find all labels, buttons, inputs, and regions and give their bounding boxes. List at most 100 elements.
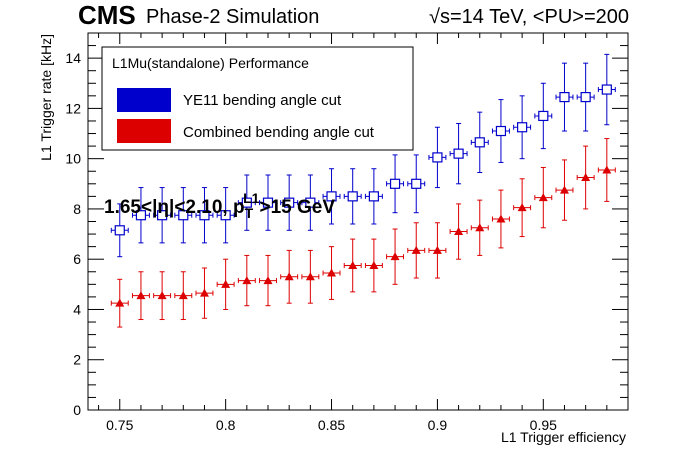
legend-swatch-ye11	[117, 88, 171, 112]
data-point	[322, 246, 341, 300]
x-tick-label: 0.75	[106, 417, 133, 433]
x-tick-label: 0.9	[428, 417, 448, 433]
point-marker-square	[538, 110, 549, 122]
point-marker-square	[114, 225, 125, 236]
data-point	[280, 174, 299, 231]
point-marker-triangle	[475, 223, 485, 232]
data-point	[153, 187, 172, 244]
point-marker-triangle	[242, 276, 252, 285]
point-marker-triangle	[559, 185, 569, 194]
y-axis-title: L1 Trigger rate [kHz]	[38, 34, 54, 161]
point-marker-square	[241, 197, 252, 208]
data-point	[343, 238, 362, 293]
y-tick-label: 0	[73, 402, 81, 418]
point-marker-triangle	[602, 165, 612, 174]
point-marker-triangle	[538, 193, 548, 202]
series-layer	[110, 53, 616, 328]
legend-entry-ye11: YE11 bending angle cut	[183, 92, 342, 109]
data-point	[280, 249, 299, 304]
legend-entry-combined: Combined bending angle cut	[183, 124, 375, 141]
point-marker-square	[389, 178, 401, 189]
point-marker-triangle	[411, 245, 421, 254]
y-tick-label: 6	[73, 251, 81, 267]
data-point	[301, 249, 320, 304]
data-point	[131, 187, 150, 244]
data-point	[364, 168, 383, 225]
data-point	[449, 203, 468, 260]
point-marker-triangle	[136, 291, 146, 300]
point-marker-square	[432, 152, 443, 163]
chart-subtitle: Phase-2 Simulation	[146, 6, 319, 28]
point-marker-square	[199, 210, 210, 221]
point-marker-square	[601, 84, 612, 95]
point-marker-triangle	[199, 288, 209, 297]
y-tick-label: 8	[73, 201, 81, 217]
data-point	[237, 254, 256, 307]
point-marker-square	[305, 197, 316, 208]
data-point	[597, 53, 616, 126]
x-axis-title: L1 Trigger efficiency	[501, 429, 626, 445]
data-point	[513, 95, 532, 160]
y-tick-label: 10	[65, 151, 81, 167]
point-marker-triangle	[390, 252, 400, 261]
y-tick-label: 14	[65, 50, 81, 66]
series-ye11	[110, 53, 616, 258]
point-marker-square	[262, 197, 274, 208]
data-point	[131, 271, 150, 321]
cms-brand: CMS	[78, 0, 136, 30]
point-marker-triangle	[263, 276, 273, 285]
point-marker-square	[453, 148, 464, 159]
data-point	[555, 62, 574, 132]
annotation-sub: T	[245, 205, 254, 221]
data-point	[491, 99, 510, 163]
data-point	[428, 222, 447, 279]
point-marker-square	[157, 210, 168, 221]
data-point	[513, 178, 532, 238]
energy-label: √s=14 TeV, <PU>=200	[429, 6, 629, 28]
data-point	[470, 111, 489, 173]
data-point	[237, 174, 256, 231]
data-point	[576, 62, 595, 132]
point-marker-triangle	[284, 272, 294, 281]
data-point	[322, 168, 341, 225]
point-marker-square	[178, 210, 189, 221]
point-marker-triangle	[305, 272, 315, 281]
data-point	[449, 122, 468, 185]
x-tick-label: 0.85	[318, 417, 345, 433]
point-marker-square	[474, 137, 485, 148]
point-marker-triangle	[517, 203, 527, 212]
point-marker-square	[580, 91, 591, 103]
point-marker-square	[495, 125, 507, 137]
point-marker-square	[559, 91, 570, 103]
data-point	[364, 238, 383, 293]
point-marker-square	[220, 210, 231, 221]
point-marker-square	[326, 191, 337, 202]
data-point	[259, 254, 277, 307]
point-marker-triangle	[432, 245, 442, 254]
data-point	[343, 168, 362, 225]
data-point	[153, 271, 172, 321]
point-marker-triangle	[327, 268, 337, 277]
data-point	[174, 187, 193, 244]
point-marker-square	[347, 191, 358, 202]
data-point	[428, 126, 447, 189]
data-point	[259, 174, 277, 231]
data-point	[216, 187, 235, 244]
y-tick-label: 2	[73, 352, 81, 368]
data-point	[216, 258, 235, 310]
point-marker-triangle	[115, 298, 125, 307]
axes: 0 2 4 6 8 10 12 14 0.75 0.8 0.85 0.9 0.95	[65, 32, 629, 433]
data-point	[174, 271, 193, 321]
point-marker-triangle	[496, 214, 506, 223]
data-point	[534, 82, 553, 150]
data-point	[470, 199, 489, 256]
legend-swatch-combined	[117, 119, 171, 143]
legend-title: L1Mu(standalone) Performance	[112, 55, 309, 71]
point-marker-square	[517, 122, 528, 133]
data-point	[597, 138, 616, 202]
data-point	[110, 278, 129, 328]
data-point	[491, 189, 510, 249]
data-point	[110, 203, 129, 258]
point-marker-square	[135, 210, 147, 221]
